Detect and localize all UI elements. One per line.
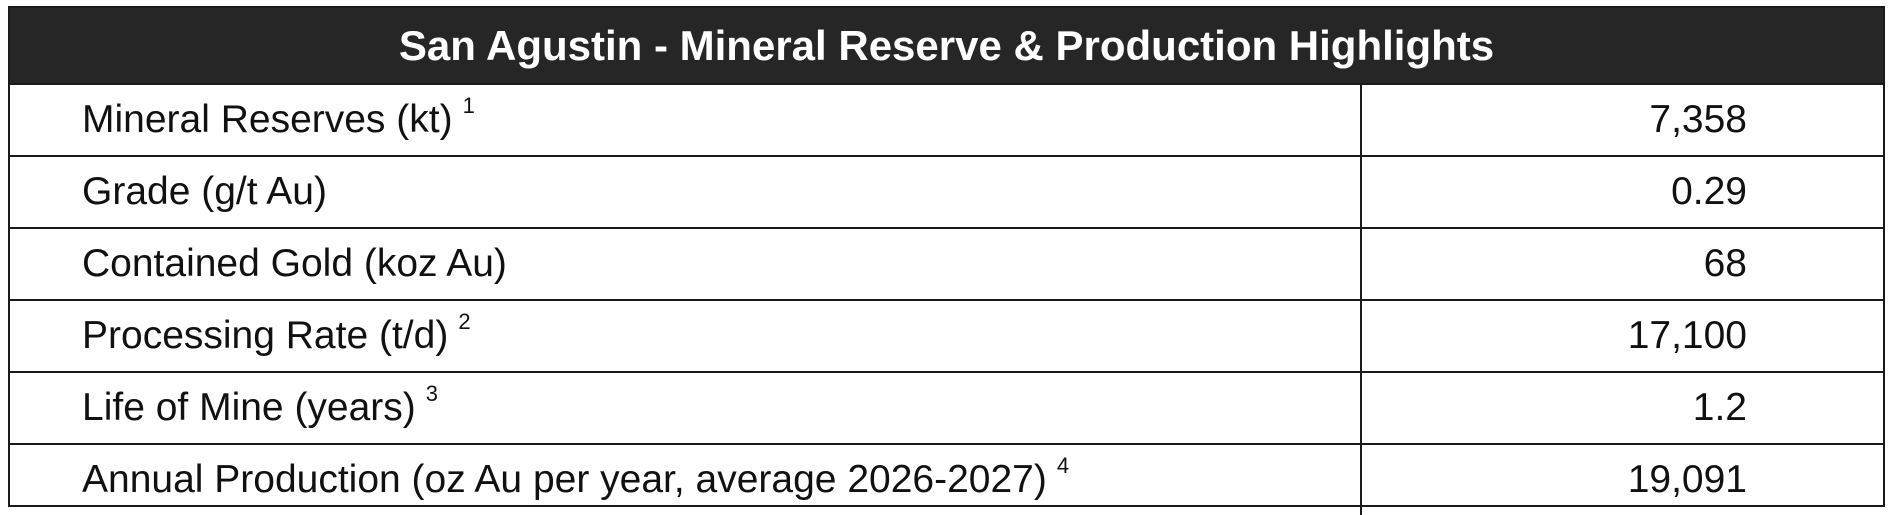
row-value: 19,091 <box>1627 458 1747 501</box>
table-row: Processing Rate (t/d) 2 17,100 <box>10 301 1883 373</box>
row-label: Mineral Reserves (kt) <box>82 98 453 141</box>
row-value: 17,100 <box>1627 314 1747 357</box>
row-label-cell: Life of Mine (years) 3 <box>10 373 1362 443</box>
row-value: 0.29 <box>1671 170 1747 213</box>
table-row: Grade (g/t Au) 0.29 <box>10 157 1883 229</box>
table-row: Mineral Reserves (kt) 1 7,358 <box>10 85 1883 157</box>
row-label-cell: Grade (g/t Au) <box>10 157 1362 227</box>
row-label-cell: Processing Rate (t/d) 2 <box>10 301 1362 371</box>
table-row: Contained Gold (koz Au) 68 <box>10 229 1883 301</box>
highlights-table: San Agustin - Mineral Reserve & Producti… <box>8 6 1885 515</box>
row-label-cell: Contained Gold (koz Au) <box>10 229 1362 299</box>
footnote-marker: 1 <box>462 93 475 118</box>
footnote-marker: 2 <box>458 309 471 334</box>
row-label: Grade (g/t Au) <box>82 170 327 213</box>
row-label: Life of Mine (years) <box>82 386 416 429</box>
table-row: Annual Production (oz Au per year, avera… <box>10 445 1883 515</box>
footnote-marker: 4 <box>1056 453 1070 478</box>
row-label-cell: Mineral Reserves (kt) 1 <box>10 85 1362 155</box>
row-label: Contained Gold (koz Au) <box>82 242 507 285</box>
footnote-marker: 3 <box>425 381 439 406</box>
row-value: 7,358 <box>1649 98 1747 141</box>
row-label: Processing Rate (t/d) <box>82 314 449 357</box>
row-value: 68 <box>1703 242 1747 285</box>
table-title: San Agustin - Mineral Reserve & Producti… <box>10 8 1883 85</box>
row-value: 1.2 <box>1692 386 1747 429</box>
row-label-cell: Annual Production (oz Au per year, avera… <box>10 445 1362 515</box>
row-label: Annual Production (oz Au per year, avera… <box>82 458 1047 501</box>
table-row: Life of Mine (years) 3 1.2 <box>10 373 1883 445</box>
